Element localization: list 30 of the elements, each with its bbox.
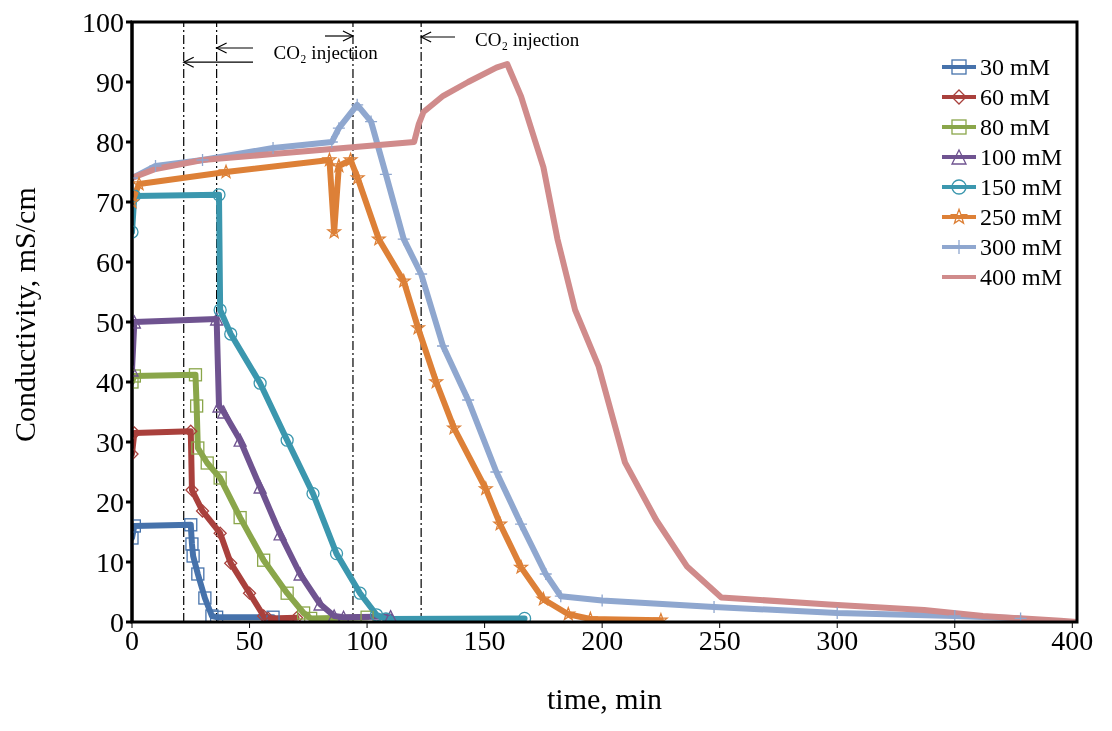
legend-label: 400 mM — [979, 263, 1062, 292]
x-tick-label: 50 — [235, 624, 264, 656]
y-tick-label: 60 — [96, 246, 124, 278]
y-tick-label: 40 — [96, 366, 124, 398]
legend-label: 250 mM — [979, 203, 1062, 232]
legend-label: 150 mM — [979, 173, 1062, 202]
legend-label: 300 mM — [979, 233, 1062, 262]
x-axis-title: time, min — [547, 682, 662, 715]
legend-label: 30 mM — [979, 53, 1050, 82]
y-tick-label: 70 — [96, 186, 124, 218]
x-tick-label: 400 — [1051, 624, 1094, 656]
legend-label: 100 mM — [979, 143, 1062, 172]
annotation: CO₂ injection — [475, 29, 580, 51]
x-tick-label: 350 — [933, 624, 976, 656]
x-tick-label: 150 — [463, 624, 506, 656]
annotation: CO₂ injection — [273, 41, 379, 63]
y-tick-label: 80 — [96, 126, 124, 158]
legend-label: 60 mM — [979, 83, 1050, 112]
x-tick-label: 100 — [346, 624, 389, 656]
y-tick-label: 30 — [96, 426, 124, 458]
y-tick-label: 90 — [96, 66, 124, 98]
y-tick-label: 100 — [82, 6, 124, 38]
y-tick-label: 50 — [96, 306, 124, 338]
y-axis-title: Conductivity, mS/cm — [7, 187, 41, 442]
y-tick-label: 10 — [96, 546, 124, 578]
x-tick-label: 250 — [698, 624, 741, 656]
x-tick-label: 200 — [581, 624, 624, 656]
legend-label: 80 mM — [979, 113, 1050, 142]
x-tick-label: 300 — [816, 624, 859, 656]
y-tick-label: 20 — [96, 486, 124, 518]
